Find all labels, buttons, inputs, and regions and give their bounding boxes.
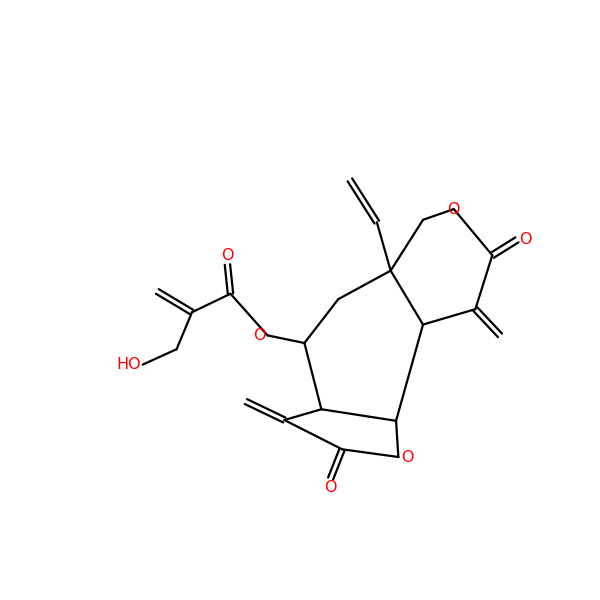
Text: O: O: [401, 449, 414, 464]
Text: O: O: [253, 328, 266, 343]
Text: O: O: [221, 248, 233, 263]
Text: O: O: [448, 202, 460, 217]
Text: O: O: [325, 480, 337, 495]
Text: O: O: [519, 232, 532, 247]
Text: HO: HO: [116, 357, 141, 372]
